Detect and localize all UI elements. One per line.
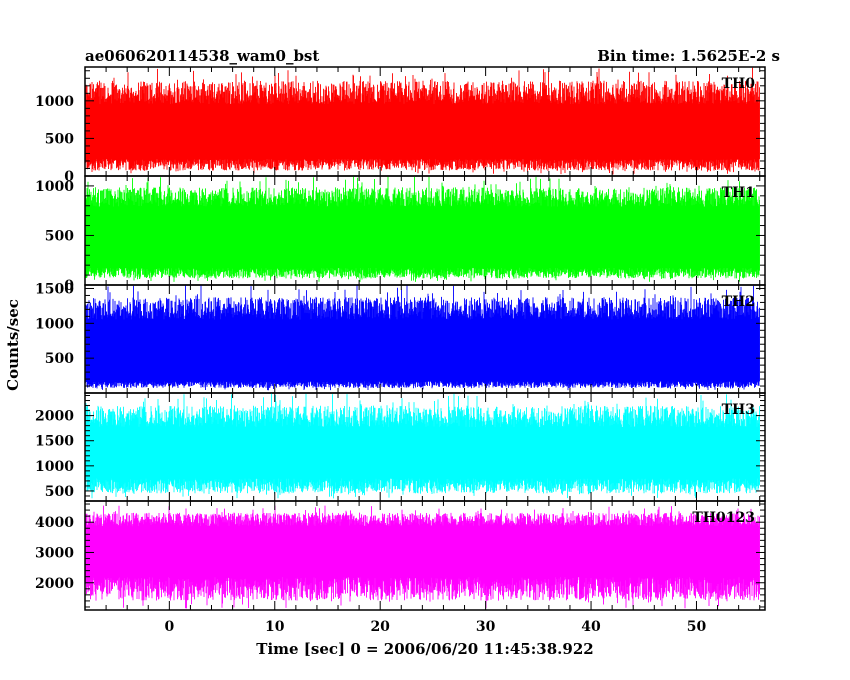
chart-title-left: ae060620114538_wam0_bst	[85, 47, 319, 65]
series-label-th2: TH2	[722, 294, 755, 310]
x-tick-label: 50	[687, 619, 707, 635]
y-tick-label: 1000	[35, 179, 74, 195]
y-tick-label: 500	[45, 131, 74, 147]
series-th1-line	[84, 176, 760, 282]
x-axis-label: Time [sec] 0 = 2006/06/20 11:45:38.922	[256, 640, 593, 658]
y-tick-label: 1500	[35, 434, 74, 450]
y-tick-label: 500	[45, 484, 74, 500]
y-tick-label: 500	[45, 228, 74, 244]
series-label-th1: TH1	[722, 185, 755, 201]
series-th0-line	[84, 67, 760, 175]
series-label-th0123: TH0123	[692, 510, 755, 526]
panel-th0: 0 500 1000 TH0	[35, 66, 766, 185]
y-tick-label: 0	[64, 278, 74, 294]
x-tick-label: 40	[581, 619, 601, 635]
y-tick-label: 3000	[35, 545, 74, 561]
y-tick-label: 1000	[35, 316, 74, 332]
series-label-th0: TH0	[722, 76, 756, 92]
x-tick-label: 0	[164, 619, 174, 635]
y-tick-label: 0	[64, 169, 74, 185]
y-axis-label: Counts/sec	[4, 299, 22, 391]
y-tick-label: 2000	[35, 576, 74, 592]
y-tick-label: 500	[45, 351, 74, 367]
panel-th0123: 2000 3000 4000 TH0123	[35, 500, 766, 611]
y-tick-label: 1000	[35, 94, 74, 110]
y-tick-label: 1000	[35, 459, 74, 475]
series-th2-line	[84, 285, 760, 391]
y-tick-label: 4000	[35, 515, 74, 531]
panel-th3: 500 1000 1500 2000 TH3	[35, 392, 766, 502]
x-tick-label: 30	[476, 619, 496, 635]
series-label-th3: TH3	[722, 402, 755, 418]
chart-title-right: Bin time: 1.5625E-2 s	[597, 47, 780, 65]
y-tick-label: 1500	[35, 281, 74, 297]
series-th3-line	[84, 393, 760, 499]
panel-th1: 0 500 1000 TH1	[35, 175, 766, 294]
y-tick-label: 2000	[35, 409, 74, 425]
panel-frame	[84, 500, 766, 611]
x-tick-label: 10	[265, 619, 285, 635]
panel-th2: 500 1000 1500 TH2	[35, 281, 766, 394]
series-th0123-line	[84, 505, 760, 609]
x-tick-label: 20	[370, 619, 390, 635]
